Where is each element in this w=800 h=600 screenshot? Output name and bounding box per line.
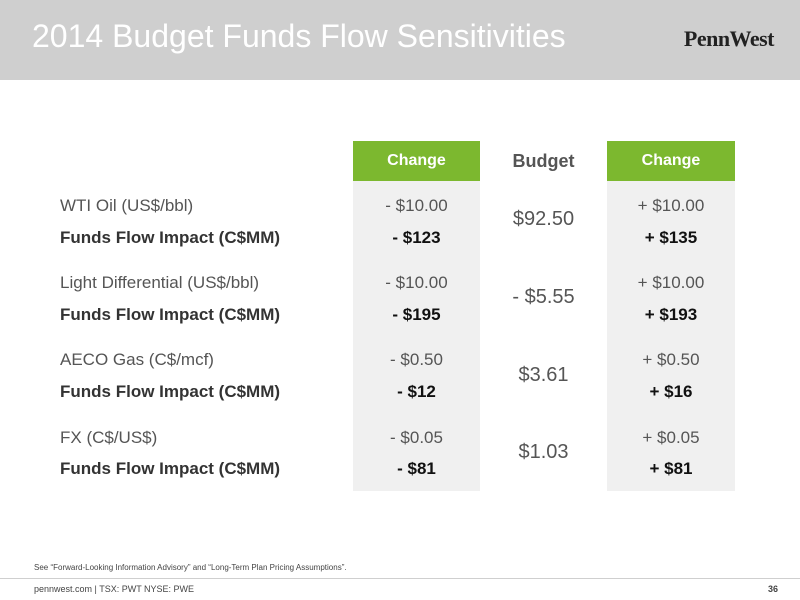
page-title: 2014 Budget Funds Flow Sensitivities <box>32 18 566 54</box>
right-change-value: + $10.00 <box>637 196 705 215</box>
budget-value: $1.03 <box>518 441 569 463</box>
left-impact-value: - $195 <box>392 305 441 324</box>
row-label: FX (C$/US$) <box>60 428 158 447</box>
row-impact-label: Funds Flow Impact (C$MM) <box>60 459 281 478</box>
budget-value: $92.50 <box>512 208 575 230</box>
title-bar: 2014 Budget Funds Flow Sensitivities Pen… <box>0 0 800 80</box>
page-number: 36 <box>767 584 778 594</box>
right-change-column <box>607 180 735 491</box>
budget-header: Budget <box>512 151 575 171</box>
budget-value: - $5.55 <box>512 286 575 308</box>
right-change-header: Change <box>607 141 735 181</box>
row-label: Light Differential (US$/bbl) <box>60 273 260 292</box>
left-impact-value: - $81 <box>397 459 436 478</box>
budget-value: $3.61 <box>518 364 569 386</box>
left-change-header: Change <box>353 141 480 181</box>
right-impact-value: + $81 <box>649 459 693 478</box>
row-impact-label: Funds Flow Impact (C$MM) <box>60 305 281 324</box>
right-change-value: + $0.50 <box>642 350 700 369</box>
company-logo: PennWest <box>683 26 775 51</box>
left-change-value: - $0.50 <box>390 350 443 369</box>
row-impact-label: Funds Flow Impact (C$MM) <box>60 382 281 401</box>
footer-text: pennwest.com | TSX: PWT NYSE: PWE <box>34 584 195 594</box>
left-change-column <box>353 180 480 491</box>
right-impact-value: + $193 <box>644 305 698 324</box>
right-change-value: + $0.05 <box>642 428 700 447</box>
left-change-value: - $10.00 <box>385 273 448 292</box>
row-impact-label: Funds Flow Impact (C$MM) <box>60 228 281 247</box>
row-label: WTI Oil (US$/bbl) <box>60 196 194 215</box>
left-impact-value: - $12 <box>397 382 436 401</box>
left-change-value: - $0.05 <box>390 428 443 447</box>
right-change-value: + $10.00 <box>637 273 705 292</box>
footer-divider <box>0 578 800 579</box>
left-impact-value: - $123 <box>392 228 441 247</box>
right-impact-value: + $16 <box>649 382 693 401</box>
right-impact-value: + $135 <box>644 228 698 247</box>
left-change-value: - $10.00 <box>385 196 448 215</box>
row-label: AECO Gas (C$/mcf) <box>60 350 214 369</box>
footnote: See “Forward-Looking Information Advisor… <box>34 563 347 572</box>
